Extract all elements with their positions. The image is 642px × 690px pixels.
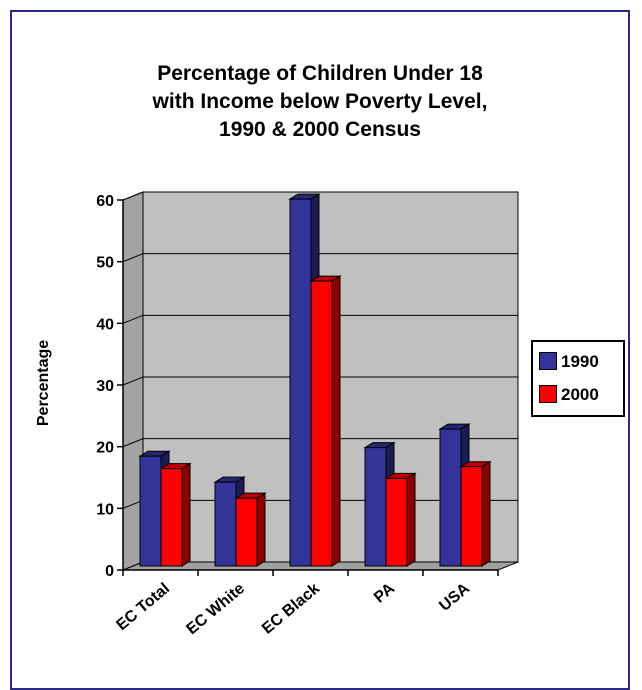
gridline xyxy=(122,191,518,201)
legend-swatch-2000 xyxy=(539,385,557,403)
bars-group xyxy=(138,193,492,567)
y-axis-ticks: 0 10 20 30 40 50 60 xyxy=(96,193,124,580)
y-tick-label: 40 xyxy=(96,316,114,333)
chart-title-line-1: Percentage of Children Under 18 xyxy=(157,62,483,85)
x-tick-label: PA xyxy=(371,580,398,607)
y-tick-label: 20 xyxy=(96,440,114,457)
x-axis-ticks: EC Total EC White EC Black PA USA xyxy=(113,569,499,638)
legend-label-2000: 2000 xyxy=(561,385,599,404)
x-tick-label: EC Black xyxy=(259,580,323,638)
chart-title: Percentage of Children Under 18 with Inc… xyxy=(40,60,600,144)
gridline xyxy=(122,253,518,263)
bar-2000-ec-black xyxy=(309,275,342,567)
legend-swatch-1990 xyxy=(539,352,557,370)
chart-title-line-3: 1990 & 2000 Census xyxy=(219,118,421,141)
y-tick-label: 0 xyxy=(105,563,114,580)
y-tick-label: 30 xyxy=(96,378,114,395)
legend-label-1990: 1990 xyxy=(561,352,599,371)
gridline xyxy=(122,438,518,448)
legend-item-1990: 1990 xyxy=(539,352,599,372)
x-tick-label: EC White xyxy=(183,580,248,638)
y-tick-label: 50 xyxy=(96,255,114,272)
bar-2000-ec-white xyxy=(234,492,267,567)
bar-2000-usa xyxy=(459,460,492,567)
y-tick-label: 10 xyxy=(96,501,114,518)
chart-title-line-2: with Income below Poverty Level, xyxy=(152,90,488,113)
gridline xyxy=(122,314,518,324)
bar-2000-pa xyxy=(384,472,417,567)
legend: 1990 2000 xyxy=(531,340,625,417)
y-axis-label: Percentage xyxy=(35,340,52,426)
gridline xyxy=(122,376,518,386)
x-tick-label: EC Total xyxy=(113,580,173,634)
bar-2000-ec-total xyxy=(159,462,192,567)
legend-item-2000: 2000 xyxy=(539,385,599,405)
y-tick-label: 60 xyxy=(96,193,114,210)
x-tick-label: USA xyxy=(436,580,473,615)
